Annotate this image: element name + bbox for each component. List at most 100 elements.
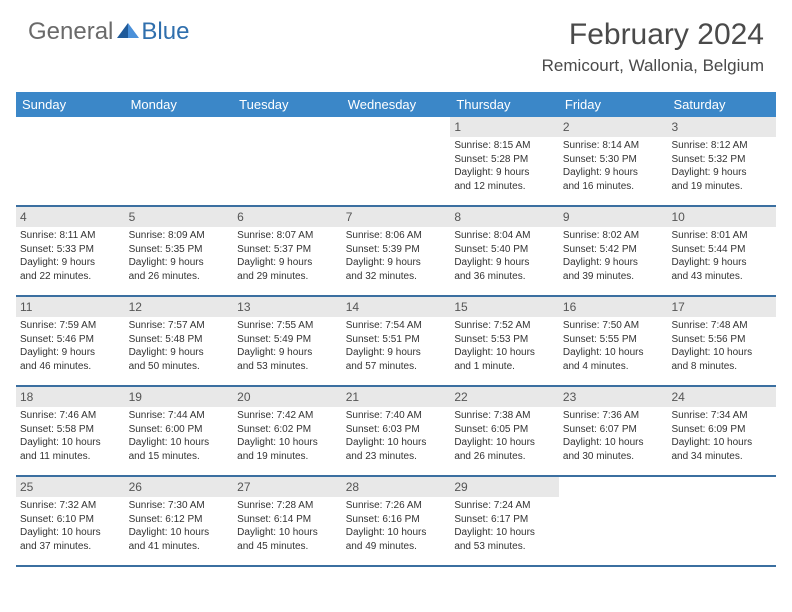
day-sunset: Sunset: 5:42 PM xyxy=(563,243,664,257)
day-daylight2: and 57 minutes. xyxy=(346,360,447,374)
day-daylight1: Daylight: 9 hours xyxy=(454,256,555,270)
day-header-cell: Friday xyxy=(559,92,668,117)
day-cell: . xyxy=(16,117,125,205)
day-cell: 4Sunrise: 8:11 AMSunset: 5:33 PMDaylight… xyxy=(16,207,125,295)
day-daylight1: Daylight: 10 hours xyxy=(563,346,664,360)
day-cell: 6Sunrise: 8:07 AMSunset: 5:37 PMDaylight… xyxy=(233,207,342,295)
day-cell: 23Sunrise: 7:36 AMSunset: 6:07 PMDayligh… xyxy=(559,387,668,475)
day-number: 12 xyxy=(125,297,234,317)
day-details: Sunrise: 8:06 AMSunset: 5:39 PMDaylight:… xyxy=(342,229,451,287)
day-details: Sunrise: 8:11 AMSunset: 5:33 PMDaylight:… xyxy=(16,229,125,287)
day-details: Sunrise: 7:40 AMSunset: 6:03 PMDaylight:… xyxy=(342,409,451,467)
day-header-row: SundayMondayTuesdayWednesdayThursdayFrid… xyxy=(16,92,776,117)
day-details: Sunrise: 8:14 AMSunset: 5:30 PMDaylight:… xyxy=(559,139,668,197)
day-daylight1: Daylight: 10 hours xyxy=(237,526,338,540)
day-sunset: Sunset: 5:56 PM xyxy=(671,333,772,347)
day-sunset: Sunset: 5:44 PM xyxy=(671,243,772,257)
day-sunrise: Sunrise: 7:59 AM xyxy=(20,319,121,333)
day-number: 17 xyxy=(667,297,776,317)
day-details: Sunrise: 7:30 AMSunset: 6:12 PMDaylight:… xyxy=(125,499,234,557)
day-daylight2: and 45 minutes. xyxy=(237,540,338,554)
day-details: Sunrise: 7:54 AMSunset: 5:51 PMDaylight:… xyxy=(342,319,451,377)
day-number: 25 xyxy=(16,477,125,497)
day-details: Sunrise: 7:42 AMSunset: 6:02 PMDaylight:… xyxy=(233,409,342,467)
day-sunrise: Sunrise: 7:28 AM xyxy=(237,499,338,513)
day-daylight2: and 8 minutes. xyxy=(671,360,772,374)
week-row: ....1Sunrise: 8:15 AMSunset: 5:28 PMDayl… xyxy=(16,117,776,207)
day-details: Sunrise: 7:50 AMSunset: 5:55 PMDaylight:… xyxy=(559,319,668,377)
day-sunrise: Sunrise: 7:40 AM xyxy=(346,409,447,423)
day-sunrise: Sunrise: 7:52 AM xyxy=(454,319,555,333)
day-sunset: Sunset: 6:12 PM xyxy=(129,513,230,527)
day-cell: 17 Sunrise: 7:48 AMSunset: 5:56 PMDayligh… xyxy=(667,297,776,385)
day-details: Sunrise: 7:38 AMSunset: 6:05 PMDaylight:… xyxy=(450,409,559,467)
day-sunrise: Sunrise: 7:32 AM xyxy=(20,499,121,513)
day-cell: . xyxy=(233,117,342,205)
location: Remicourt, Wallonia, Belgium xyxy=(542,56,764,76)
day-sunrise: Sunrise: 7:48 AM xyxy=(671,319,772,333)
day-sunrise: Sunrise: 7:57 AM xyxy=(129,319,230,333)
day-header-cell: Monday xyxy=(125,92,234,117)
day-cell: 25Sunrise: 7:32 AMSunset: 6:10 PMDayligh… xyxy=(16,477,125,565)
day-cell: 14Sunrise: 7:54 AMSunset: 5:51 PMDayligh… xyxy=(342,297,451,385)
day-sunset: Sunset: 5:40 PM xyxy=(454,243,555,257)
day-cell: . xyxy=(667,477,776,565)
day-daylight1: Daylight: 9 hours xyxy=(129,346,230,360)
day-cell: 13Sunrise: 7:55 AMSunset: 5:49 PMDayligh… xyxy=(233,297,342,385)
day-cell: 18Sunrise: 7:46 AMSunset: 5:58 PMDayligh… xyxy=(16,387,125,475)
day-sunrise: Sunrise: 8:09 AM xyxy=(129,229,230,243)
day-daylight1: Daylight: 10 hours xyxy=(129,526,230,540)
day-daylight1: Daylight: 9 hours xyxy=(671,256,772,270)
day-cell: 11Sunrise: 7:59 AMSunset: 5:46 PMDayligh… xyxy=(16,297,125,385)
day-details: Sunrise: 7:32 AMSunset: 6:10 PMDaylight:… xyxy=(16,499,125,557)
day-daylight2: and 53 minutes. xyxy=(237,360,338,374)
day-daylight2: and 32 minutes. xyxy=(346,270,447,284)
day-daylight1: Daylight: 9 hours xyxy=(563,166,664,180)
week-row: 11Sunrise: 7:59 AMSunset: 5:46 PMDayligh… xyxy=(16,297,776,387)
day-number: 10 xyxy=(667,207,776,227)
month-title: February 2024 xyxy=(542,18,764,52)
title-block: February 2024 Remicourt, Wallonia, Belgi… xyxy=(542,18,764,76)
day-number: 3 xyxy=(667,117,776,137)
day-daylight1: Daylight: 9 hours xyxy=(346,256,447,270)
calendar: SundayMondayTuesdayWednesdayThursdayFrid… xyxy=(16,92,776,567)
day-number: 14 xyxy=(342,297,451,317)
logo: General Blue xyxy=(28,18,189,46)
day-sunset: Sunset: 6:14 PM xyxy=(237,513,338,527)
day-daylight1: Daylight: 10 hours xyxy=(671,346,772,360)
day-number: 1 xyxy=(450,117,559,137)
day-header-cell: Tuesday xyxy=(233,92,342,117)
day-sunrise: Sunrise: 7:36 AM xyxy=(563,409,664,423)
day-sunset: Sunset: 5:32 PM xyxy=(671,153,772,167)
day-number: 23 xyxy=(559,387,668,407)
day-sunrise: Sunrise: 8:01 AM xyxy=(671,229,772,243)
day-number: 6 xyxy=(233,207,342,227)
day-daylight2: and 50 minutes. xyxy=(129,360,230,374)
day-header-cell: Saturday xyxy=(667,92,776,117)
day-daylight2: and 39 minutes. xyxy=(563,270,664,284)
day-sunrise: Sunrise: 7:44 AM xyxy=(129,409,230,423)
day-daylight1: Daylight: 9 hours xyxy=(671,166,772,180)
day-cell: 19Sunrise: 7:44 AMSunset: 6:00 PMDayligh… xyxy=(125,387,234,475)
day-daylight1: Daylight: 10 hours xyxy=(563,436,664,450)
day-sunset: Sunset: 5:48 PM xyxy=(129,333,230,347)
logo-triangle-icon xyxy=(117,21,139,44)
logo-text-blue: Blue xyxy=(141,18,189,46)
day-cell: 29Sunrise: 7:24 AMSunset: 6:17 PMDayligh… xyxy=(450,477,559,565)
day-number: 16 xyxy=(559,297,668,317)
day-details: Sunrise: 8:01 AMSunset: 5:44 PMDaylight:… xyxy=(667,229,776,287)
day-sunset: Sunset: 6:10 PM xyxy=(20,513,121,527)
day-sunset: Sunset: 5:51 PM xyxy=(346,333,447,347)
day-sunset: Sunset: 5:55 PM xyxy=(563,333,664,347)
day-details: Sunrise: 7:26 AMSunset: 6:16 PMDaylight:… xyxy=(342,499,451,557)
day-sunset: Sunset: 5:53 PM xyxy=(454,333,555,347)
day-details: Sunrise: 7:24 AMSunset: 6:17 PMDaylight:… xyxy=(450,499,559,557)
day-number: 11 xyxy=(16,297,125,317)
day-cell: 24Sunrise: 7:34 AMSunset: 6:09 PMDayligh… xyxy=(667,387,776,475)
day-number: 20 xyxy=(233,387,342,407)
day-sunrise: Sunrise: 7:42 AM xyxy=(237,409,338,423)
day-cell: 1Sunrise: 8:15 AMSunset: 5:28 PMDaylight… xyxy=(450,117,559,205)
day-cell: 10Sunrise: 8:01 AMSunset: 5:44 PMDayligh… xyxy=(667,207,776,295)
week-row: 4Sunrise: 8:11 AMSunset: 5:33 PMDaylight… xyxy=(16,207,776,297)
day-daylight1: Daylight: 10 hours xyxy=(237,436,338,450)
